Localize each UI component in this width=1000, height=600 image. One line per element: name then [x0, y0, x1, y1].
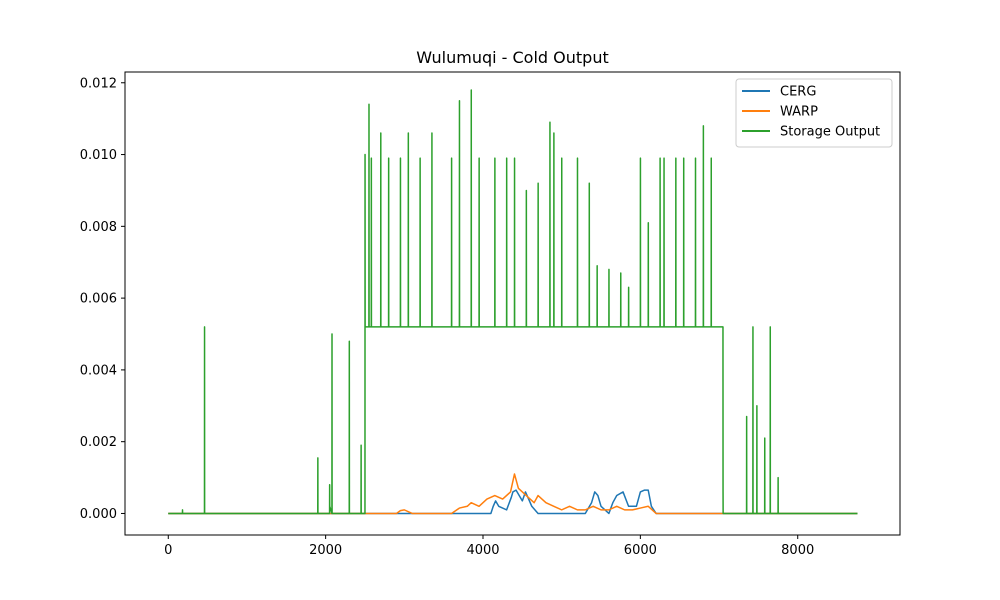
y-tick-label: 0.008 [80, 220, 117, 235]
x-tick-label: 8000 [781, 543, 814, 558]
legend-label: CERG [780, 85, 816, 100]
x-tick-label: 2000 [309, 543, 342, 558]
y-tick-label: 0.006 [80, 292, 117, 307]
y-tick-label: 0.004 [80, 363, 117, 378]
y-tick-label: 0.000 [80, 507, 117, 522]
series-line-warp [168, 473, 858, 515]
x-tick-label: 0 [164, 543, 172, 558]
plot-frame [124, 71, 901, 536]
axes-layer: 0 2000 4000 6000 8000 0.000 0.002 0.004 0.006 0.0… [80, 76, 814, 558]
y-tick-label: 0.002 [80, 435, 117, 450]
legend-box [735, 78, 893, 148]
x-tick-label: 4000 [466, 543, 499, 558]
chart-title: Wulumuqi - Cold Output [416, 48, 608, 67]
y-tick-label: 0.010 [80, 148, 117, 163]
legend-label: WARP [780, 105, 818, 120]
legend-label: Storage Output [780, 125, 880, 140]
x-tick-label: 6000 [624, 543, 657, 558]
legend: CERG WARP Storage Output [735, 78, 893, 148]
y-tick-label: 0.012 [80, 76, 117, 91]
series-layer [168, 89, 858, 515]
series-line-storage-output [168, 89, 858, 515]
